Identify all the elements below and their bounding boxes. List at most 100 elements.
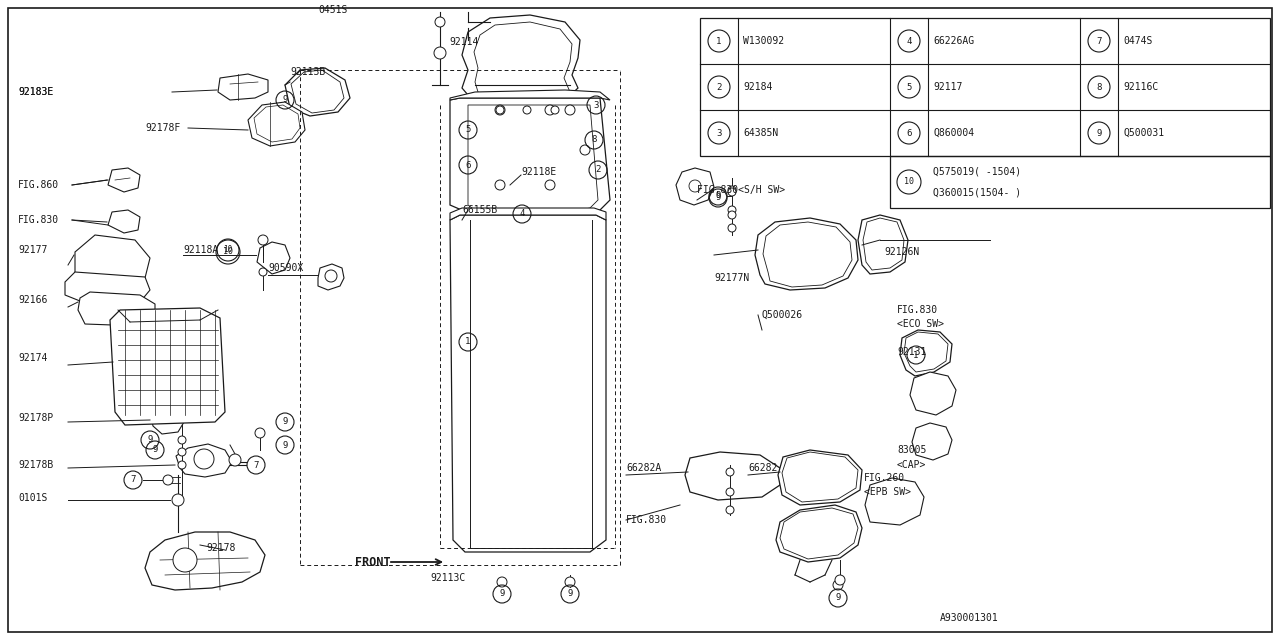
Polygon shape bbox=[778, 450, 861, 505]
Text: 2: 2 bbox=[717, 83, 722, 92]
Text: 92166: 92166 bbox=[18, 295, 47, 305]
Text: 92117: 92117 bbox=[933, 82, 963, 92]
Circle shape bbox=[434, 47, 445, 59]
Text: 4: 4 bbox=[520, 209, 525, 218]
Text: 92113B: 92113B bbox=[291, 67, 325, 77]
Text: 66226AG: 66226AG bbox=[933, 36, 974, 46]
Text: 8: 8 bbox=[591, 136, 596, 145]
Text: 64385N: 64385N bbox=[742, 128, 778, 138]
Circle shape bbox=[497, 106, 504, 114]
Polygon shape bbox=[65, 272, 150, 305]
Text: 9: 9 bbox=[716, 193, 721, 202]
Text: <EPB SW>: <EPB SW> bbox=[864, 487, 911, 497]
Circle shape bbox=[325, 270, 337, 282]
Text: 7: 7 bbox=[1096, 36, 1102, 45]
Text: Q860004: Q860004 bbox=[933, 128, 974, 138]
Text: <CAP>: <CAP> bbox=[897, 460, 927, 470]
Text: 0451S: 0451S bbox=[317, 5, 347, 15]
Polygon shape bbox=[451, 215, 605, 552]
Circle shape bbox=[728, 224, 736, 232]
Text: 9: 9 bbox=[499, 589, 504, 598]
Text: 8: 8 bbox=[1096, 83, 1102, 92]
Text: 9: 9 bbox=[147, 435, 152, 445]
Text: 9: 9 bbox=[283, 417, 288, 426]
Polygon shape bbox=[150, 408, 184, 434]
Bar bbox=[700, 18, 1270, 156]
Text: 5: 5 bbox=[466, 125, 471, 134]
Polygon shape bbox=[755, 218, 858, 290]
Text: 92183E: 92183E bbox=[18, 87, 54, 97]
Circle shape bbox=[550, 106, 559, 114]
Circle shape bbox=[728, 206, 736, 214]
Text: 2: 2 bbox=[595, 166, 600, 175]
Text: 5: 5 bbox=[906, 83, 911, 92]
Polygon shape bbox=[451, 98, 611, 218]
Text: Q500031: Q500031 bbox=[1123, 128, 1164, 138]
Text: FIG.830<S/H SW>: FIG.830<S/H SW> bbox=[698, 185, 785, 195]
Circle shape bbox=[689, 180, 701, 192]
Text: Q500026: Q500026 bbox=[762, 310, 803, 320]
Text: A930001301: A930001301 bbox=[940, 613, 998, 623]
Circle shape bbox=[545, 180, 556, 190]
Text: 92116C: 92116C bbox=[1123, 82, 1158, 92]
Text: 9: 9 bbox=[283, 95, 288, 104]
Text: Q360015(1504- ): Q360015(1504- ) bbox=[933, 188, 1021, 197]
Polygon shape bbox=[317, 264, 344, 290]
Text: 9: 9 bbox=[836, 593, 841, 602]
Text: 66155B: 66155B bbox=[462, 205, 497, 215]
Text: FIG.860: FIG.860 bbox=[18, 180, 59, 190]
Text: 1: 1 bbox=[717, 36, 722, 45]
Text: 92178P: 92178P bbox=[18, 413, 54, 423]
Polygon shape bbox=[451, 90, 611, 100]
Circle shape bbox=[178, 461, 186, 469]
Polygon shape bbox=[676, 168, 714, 205]
Text: 7: 7 bbox=[253, 461, 259, 470]
Circle shape bbox=[726, 468, 733, 476]
Text: 10: 10 bbox=[224, 246, 233, 255]
Polygon shape bbox=[685, 452, 780, 500]
Text: 66282: 66282 bbox=[748, 463, 777, 473]
Text: 10: 10 bbox=[904, 177, 914, 186]
Text: 3: 3 bbox=[717, 129, 722, 138]
Text: FRONT: FRONT bbox=[355, 556, 390, 568]
Circle shape bbox=[726, 488, 733, 496]
Circle shape bbox=[178, 436, 186, 444]
Text: 10: 10 bbox=[223, 248, 233, 257]
Text: 92178B: 92178B bbox=[18, 460, 54, 470]
Circle shape bbox=[163, 475, 173, 485]
Polygon shape bbox=[78, 292, 155, 326]
Circle shape bbox=[495, 180, 506, 190]
Polygon shape bbox=[858, 215, 908, 274]
Text: 92178: 92178 bbox=[206, 543, 236, 553]
Text: Q575019( -1504): Q575019( -1504) bbox=[933, 166, 1021, 177]
Polygon shape bbox=[865, 478, 924, 525]
Text: 9: 9 bbox=[1096, 129, 1102, 138]
Text: FIG.260: FIG.260 bbox=[864, 473, 905, 483]
Polygon shape bbox=[108, 168, 140, 192]
Text: 83005: 83005 bbox=[897, 445, 927, 455]
Text: 9: 9 bbox=[283, 440, 288, 449]
Text: 0101S: 0101S bbox=[18, 493, 47, 503]
Text: 7: 7 bbox=[131, 476, 136, 484]
Text: 92174: 92174 bbox=[18, 353, 47, 363]
Polygon shape bbox=[248, 102, 305, 146]
Circle shape bbox=[497, 577, 507, 587]
Polygon shape bbox=[145, 532, 265, 590]
Circle shape bbox=[173, 548, 197, 572]
Text: 92118A: 92118A bbox=[183, 245, 219, 255]
Circle shape bbox=[833, 580, 844, 590]
Polygon shape bbox=[108, 210, 140, 233]
Circle shape bbox=[259, 268, 268, 276]
Text: 6: 6 bbox=[466, 161, 471, 170]
Text: 92118E: 92118E bbox=[521, 167, 557, 177]
Text: 66282A: 66282A bbox=[626, 463, 662, 473]
Polygon shape bbox=[177, 444, 232, 477]
Text: <ECO SW>: <ECO SW> bbox=[897, 319, 945, 329]
Circle shape bbox=[229, 454, 241, 466]
Circle shape bbox=[255, 428, 265, 438]
Circle shape bbox=[728, 211, 736, 219]
Circle shape bbox=[726, 506, 733, 514]
Text: 92177: 92177 bbox=[18, 245, 47, 255]
Circle shape bbox=[178, 448, 186, 456]
Circle shape bbox=[564, 105, 575, 115]
